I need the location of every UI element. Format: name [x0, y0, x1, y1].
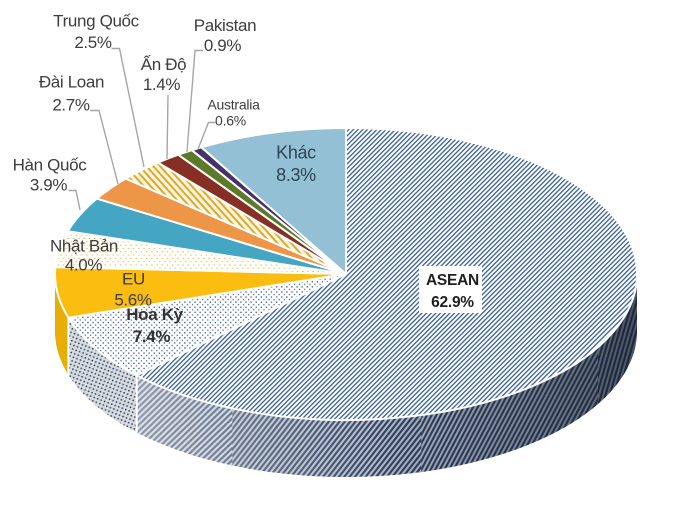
svg-text:Khác: Khác — [276, 143, 316, 163]
svg-text:Australia: Australia — [207, 97, 260, 113]
svg-text:1.4%: 1.4% — [143, 75, 181, 94]
svg-text:Pakistan: Pakistan — [194, 16, 256, 35]
svg-text:7.4%: 7.4% — [133, 327, 171, 346]
svg-text:Trung Quốc: Trung Quốc — [53, 12, 139, 31]
svg-text:0.9%: 0.9% — [204, 36, 242, 55]
svg-text:0.6%: 0.6% — [215, 113, 246, 129]
svg-text:Đài Loan: Đài Loan — [39, 73, 104, 92]
svg-text:3.9%: 3.9% — [30, 176, 68, 195]
svg-text:2.5%: 2.5% — [74, 33, 112, 52]
svg-text:ASEAN: ASEAN — [426, 272, 479, 289]
svg-text:4.0%: 4.0% — [65, 256, 103, 275]
svg-text:8.3%: 8.3% — [276, 165, 316, 185]
svg-text:Ấn Độ: Ấn Độ — [141, 55, 187, 74]
svg-text:2.7%: 2.7% — [52, 96, 90, 115]
svg-text:62.9%: 62.9% — [431, 294, 474, 311]
svg-text:EU: EU — [122, 270, 145, 289]
svg-text:5.6%: 5.6% — [114, 291, 152, 310]
svg-text:Hàn Quốc: Hàn Quốc — [13, 156, 88, 175]
svg-text:Nhật Bản: Nhật Bản — [50, 237, 118, 256]
svg-text:Hoa Kỳ: Hoa Kỳ — [126, 305, 183, 324]
